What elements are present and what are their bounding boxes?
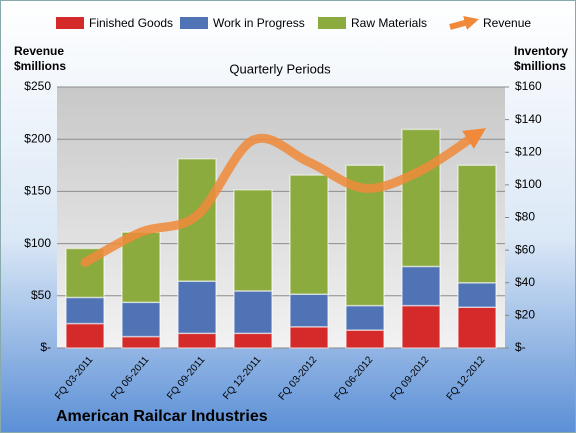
bar-segment	[401, 265, 441, 307]
y2-tick-label: $80	[515, 210, 535, 224]
legend-swatch	[180, 17, 208, 29]
chart-title: American Railcar Industries	[56, 408, 268, 425]
bar-segment	[65, 322, 105, 349]
legend-swatch	[56, 17, 84, 29]
y-axis-title: $millions	[14, 59, 66, 73]
y-tick-label: $-	[40, 340, 51, 354]
legend-label: Finished Goods	[89, 16, 173, 30]
bar-segment	[177, 332, 217, 349]
y-tick-label: $50	[31, 288, 51, 302]
bar-segment	[289, 174, 329, 295]
bar-segment	[401, 128, 441, 268]
legend-label: Revenue	[483, 16, 531, 30]
legend-label: Work in Progress	[213, 16, 305, 30]
y-axis-title: Revenue	[14, 44, 64, 58]
y2-tick-label: $140	[515, 112, 542, 126]
y-tick-label: $250	[24, 79, 51, 93]
y2-axis-title: $millions	[514, 59, 566, 73]
bar-segment	[121, 301, 161, 338]
bar-segment	[233, 332, 273, 349]
y-tick-label: $150	[24, 184, 51, 198]
subtitle: Quarterly Periods	[229, 61, 331, 76]
y2-tick-label: $-	[515, 340, 526, 354]
y-tick-label: $100	[24, 236, 51, 250]
y2-tick-label: $160	[515, 79, 542, 93]
bar-segment	[65, 296, 105, 325]
bar-segment	[457, 306, 497, 349]
legend-label: Raw Materials	[351, 16, 427, 30]
bar-segment	[121, 335, 161, 349]
y2-axis-title: Inventory	[514, 44, 568, 58]
bar-segment	[289, 293, 329, 328]
y-tick-label: $200	[24, 131, 51, 145]
bar-segment	[457, 164, 497, 284]
bar-segment	[401, 304, 441, 349]
bar-segment	[289, 326, 329, 349]
bar-segment	[177, 280, 217, 335]
legend-swatch	[449, 15, 479, 30]
y2-tick-label: $40	[515, 275, 535, 289]
y2-tick-label: $100	[515, 177, 542, 191]
y2-tick-label: $60	[515, 242, 535, 256]
revenue-line	[80, 128, 487, 267]
y2-tick-label: $20	[515, 308, 535, 322]
bar-segment	[345, 304, 385, 331]
bar-segment	[233, 189, 273, 292]
bar-segment	[457, 282, 497, 308]
legend-swatch	[318, 17, 346, 29]
bar-segment	[233, 290, 273, 335]
y2-tick-label: $120	[515, 144, 542, 158]
bar-segment	[345, 329, 385, 349]
